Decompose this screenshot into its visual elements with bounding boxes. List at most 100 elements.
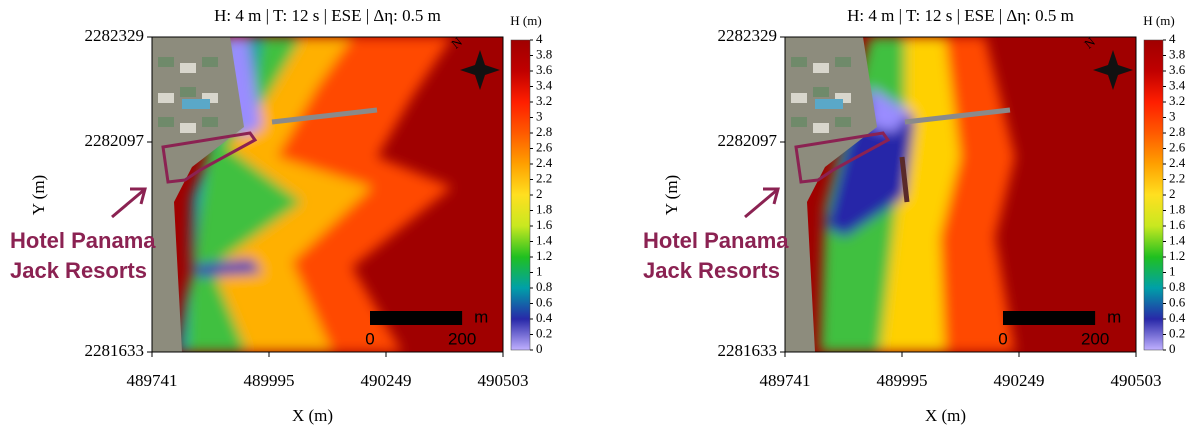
colorbar: [1144, 40, 1163, 350]
x-tick-label: 489741: [760, 371, 811, 390]
colorbar-tick-label: 0.2: [1169, 325, 1185, 340]
building: [791, 57, 807, 67]
building: [158, 57, 174, 67]
colorbar-tick-label: 3.6: [1169, 62, 1186, 77]
colorbar-tick-label: 2: [1169, 186, 1176, 201]
building: [158, 117, 174, 127]
colorbar-tick-label: 1.4: [1169, 232, 1186, 247]
building: [180, 123, 196, 133]
colorbar-tick-label: 1.8: [1169, 201, 1185, 216]
colorbar-tick-label: 0.6: [1169, 294, 1186, 309]
building: [835, 57, 851, 67]
building: [813, 87, 829, 97]
y-axis-label: Y (m): [662, 175, 681, 215]
colorbar-tick-label: 1.2: [536, 248, 552, 263]
colorbar-tick-label: 0.8: [536, 279, 552, 294]
building: [202, 57, 218, 67]
annotation: Jack Resorts: [643, 258, 780, 283]
colorbar-tick-label: 3.6: [536, 62, 553, 77]
x-tick-label: 490249: [994, 371, 1045, 390]
annotation: Jack Resorts: [10, 258, 147, 283]
annotation-arrow: [112, 190, 144, 217]
building: [791, 117, 807, 127]
annotation: Hotel Panama: [643, 228, 789, 253]
colorbar-tick-label: 3.4: [1169, 77, 1186, 92]
scale-bar: [1003, 311, 1095, 325]
map: N: [785, 34, 1136, 352]
colorbar-tick-label: 1.4: [536, 232, 553, 247]
x-tick-label: 490249: [361, 371, 412, 390]
colorbar-tick-label: 3.2: [536, 93, 552, 108]
building: [180, 87, 196, 97]
colorbar-tick-label: 4: [1169, 31, 1176, 46]
colorbar-tick-label: 2: [536, 186, 543, 201]
building: [813, 63, 829, 73]
x-tick-label: 489995: [244, 371, 295, 390]
building: [813, 123, 829, 133]
scale-bar: [370, 311, 462, 325]
annotation-arrow: [745, 190, 777, 217]
colorbar-tick-label: 2.8: [536, 124, 552, 139]
chart-title: H: 4 m | T: 12 s | ESE | Δη: 0.5 m: [847, 6, 1074, 25]
colorbar-tick-label: 0.8: [1169, 279, 1185, 294]
building: [202, 117, 218, 127]
y-tick-label: 2282329: [718, 26, 778, 45]
y-tick-label: 2281633: [718, 341, 778, 360]
colorbar-tick-label: 2.8: [1169, 124, 1185, 139]
colorbar-tick-label: 1.6: [1169, 217, 1186, 232]
figure: Nm0200Hotel PanamaJack ResortsH: 4 m | T…: [0, 0, 1191, 431]
building: [791, 93, 807, 103]
colorbar-tick-label: 2.6: [536, 139, 553, 154]
scale-label: 200: [1081, 329, 1109, 348]
scale-label: 200: [448, 329, 476, 348]
colorbar-tick-label: 1: [1169, 263, 1176, 278]
colorbar-tick-label: 2.4: [1169, 155, 1186, 170]
colorbar-tick-label: 0.6: [536, 294, 553, 309]
x-tick-label: 489741: [127, 371, 178, 390]
colorbar-tick-label: 2.2: [536, 170, 552, 185]
panel: Nm 0 200 Hotel Panama Jack Resorts H: 4 m | T…: [10, 6, 553, 425]
colorbar-tick-label: 3.2: [1169, 93, 1185, 108]
x-tick-label: 490503: [478, 371, 529, 390]
colorbar-tick-label: 0.4: [536, 310, 553, 325]
y-tick-label: 2282097: [85, 131, 145, 150]
y-tick-label: 2282329: [85, 26, 145, 45]
annotation: Hotel Panama: [10, 228, 156, 253]
building: [158, 93, 174, 103]
colorbar-tick-label: 1: [536, 263, 543, 278]
colorbar-tick-label: 2.6: [1169, 139, 1186, 154]
x-tick-label: 490503: [1111, 371, 1162, 390]
map: N: [152, 34, 503, 352]
colorbar-tick-label: 1.8: [536, 201, 552, 216]
scale-label: 0: [998, 329, 1007, 348]
scale-label: 0: [365, 329, 374, 348]
colorbar-tick-label: 3.4: [536, 77, 553, 92]
scale-unit: m: [1107, 307, 1121, 326]
y-axis-label: Y (m): [29, 175, 48, 215]
chart-title: H: 4 m | T: 12 s | ESE | Δη: 0.5 m: [214, 6, 441, 25]
colorbar: [511, 40, 530, 350]
x-tick-label: 489995: [877, 371, 928, 390]
colorbar-tick-label: 0.2: [536, 325, 552, 340]
scale-unit: m: [474, 307, 488, 326]
colorbar-tick-label: 0.4: [1169, 310, 1186, 325]
pool: [815, 99, 843, 109]
colorbar-tick-label: 3: [536, 108, 543, 123]
y-tick-label: 2282097: [718, 131, 778, 150]
colorbar-label: H (m): [1143, 13, 1174, 28]
colorbar-tick-label: 3.8: [1169, 46, 1185, 61]
panel: Nm 0 200 Hotel Panama Jack Resorts H: 4 m | T…: [643, 6, 1186, 425]
colorbar-tick-label: 3.8: [536, 46, 552, 61]
colorbar-tick-label: 1.2: [1169, 248, 1185, 263]
colorbar-tick-label: 0: [1169, 341, 1176, 356]
colorbar-label: H (m): [510, 13, 541, 28]
colorbar-tick-label: 2.4: [536, 155, 553, 170]
colorbar-tick-label: 4: [536, 31, 543, 46]
building: [180, 63, 196, 73]
pool: [182, 99, 210, 109]
building: [835, 117, 851, 127]
x-axis-label: X (m): [925, 406, 966, 425]
y-tick-label: 2281633: [85, 341, 145, 360]
x-axis-label: X (m): [292, 406, 333, 425]
colorbar-tick-label: 3: [1169, 108, 1176, 123]
